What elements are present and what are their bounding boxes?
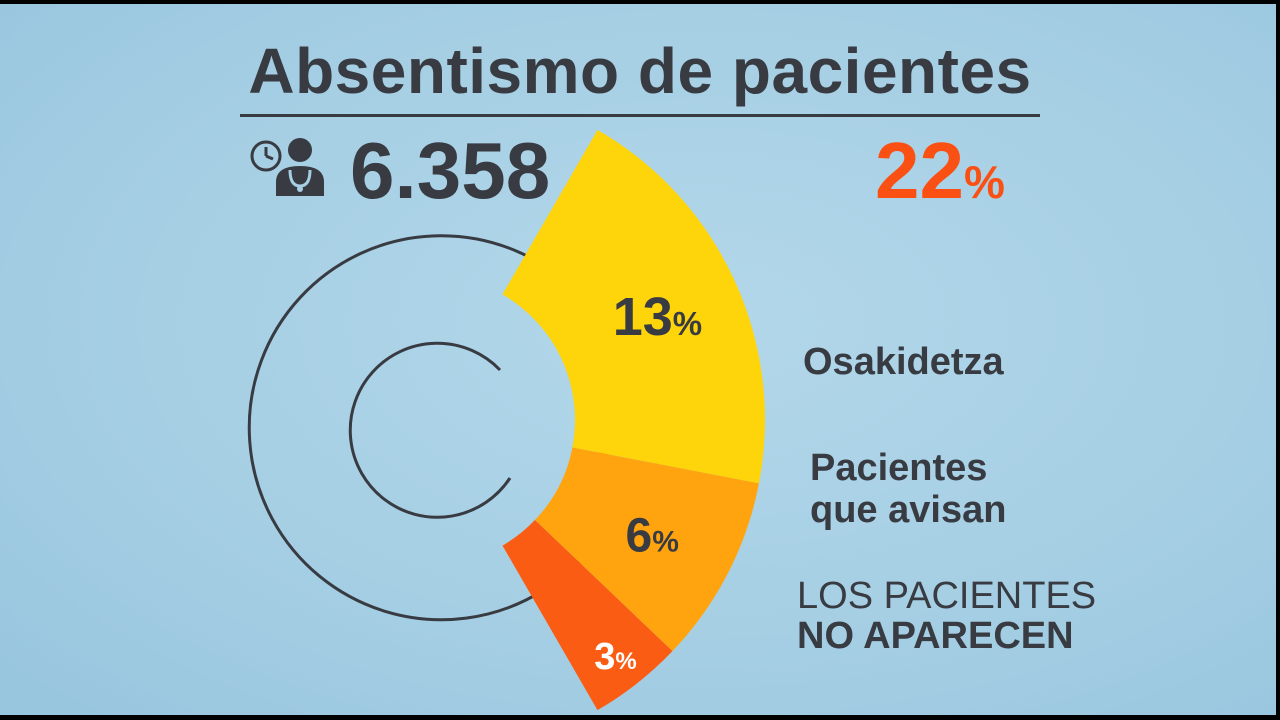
legend-pacientes-que-avisan: Pacientes que avisan [810, 447, 1006, 531]
slice-1 [502, 129, 765, 484]
slice-label-3: 3% [594, 636, 636, 678]
slice-label-1: 13% [613, 287, 702, 347]
legend-avisan-line2: que avisan [810, 489, 1007, 531]
total-absence-percent: 22% [875, 125, 1005, 217]
inner-ring-arc [348, 341, 512, 519]
slice-label-2: 6% [626, 509, 679, 562]
doctor-clock-icon [250, 138, 324, 196]
outer-ring-arc [247, 234, 599, 622]
total-percent-unit: % [963, 156, 1005, 208]
slice-value-2: 6 [626, 509, 653, 562]
legend-avisan-line1: Pacientes [810, 447, 988, 489]
slice-unit-2: % [652, 525, 679, 558]
legend-osakidetza: Osakidetza [803, 341, 1004, 383]
legend-no-aparecen-line2: NO APARECEN [797, 615, 1074, 657]
slice-value-1: 13 [613, 287, 673, 347]
legend-no-aparecen-line1: LOS PACIENTES [797, 575, 1097, 617]
title-underline [240, 114, 1040, 117]
total-patients-value: 6.358 [350, 126, 551, 215]
slice-3 [502, 520, 673, 711]
slice-2 [534, 447, 759, 652]
total-percent-number: 22 [875, 126, 964, 215]
slice-unit-3: % [615, 648, 636, 675]
slice-unit-1: % [673, 305, 702, 342]
slice-value-3: 3 [594, 636, 615, 678]
page-title: Absentismo de pacientes [248, 35, 1032, 107]
